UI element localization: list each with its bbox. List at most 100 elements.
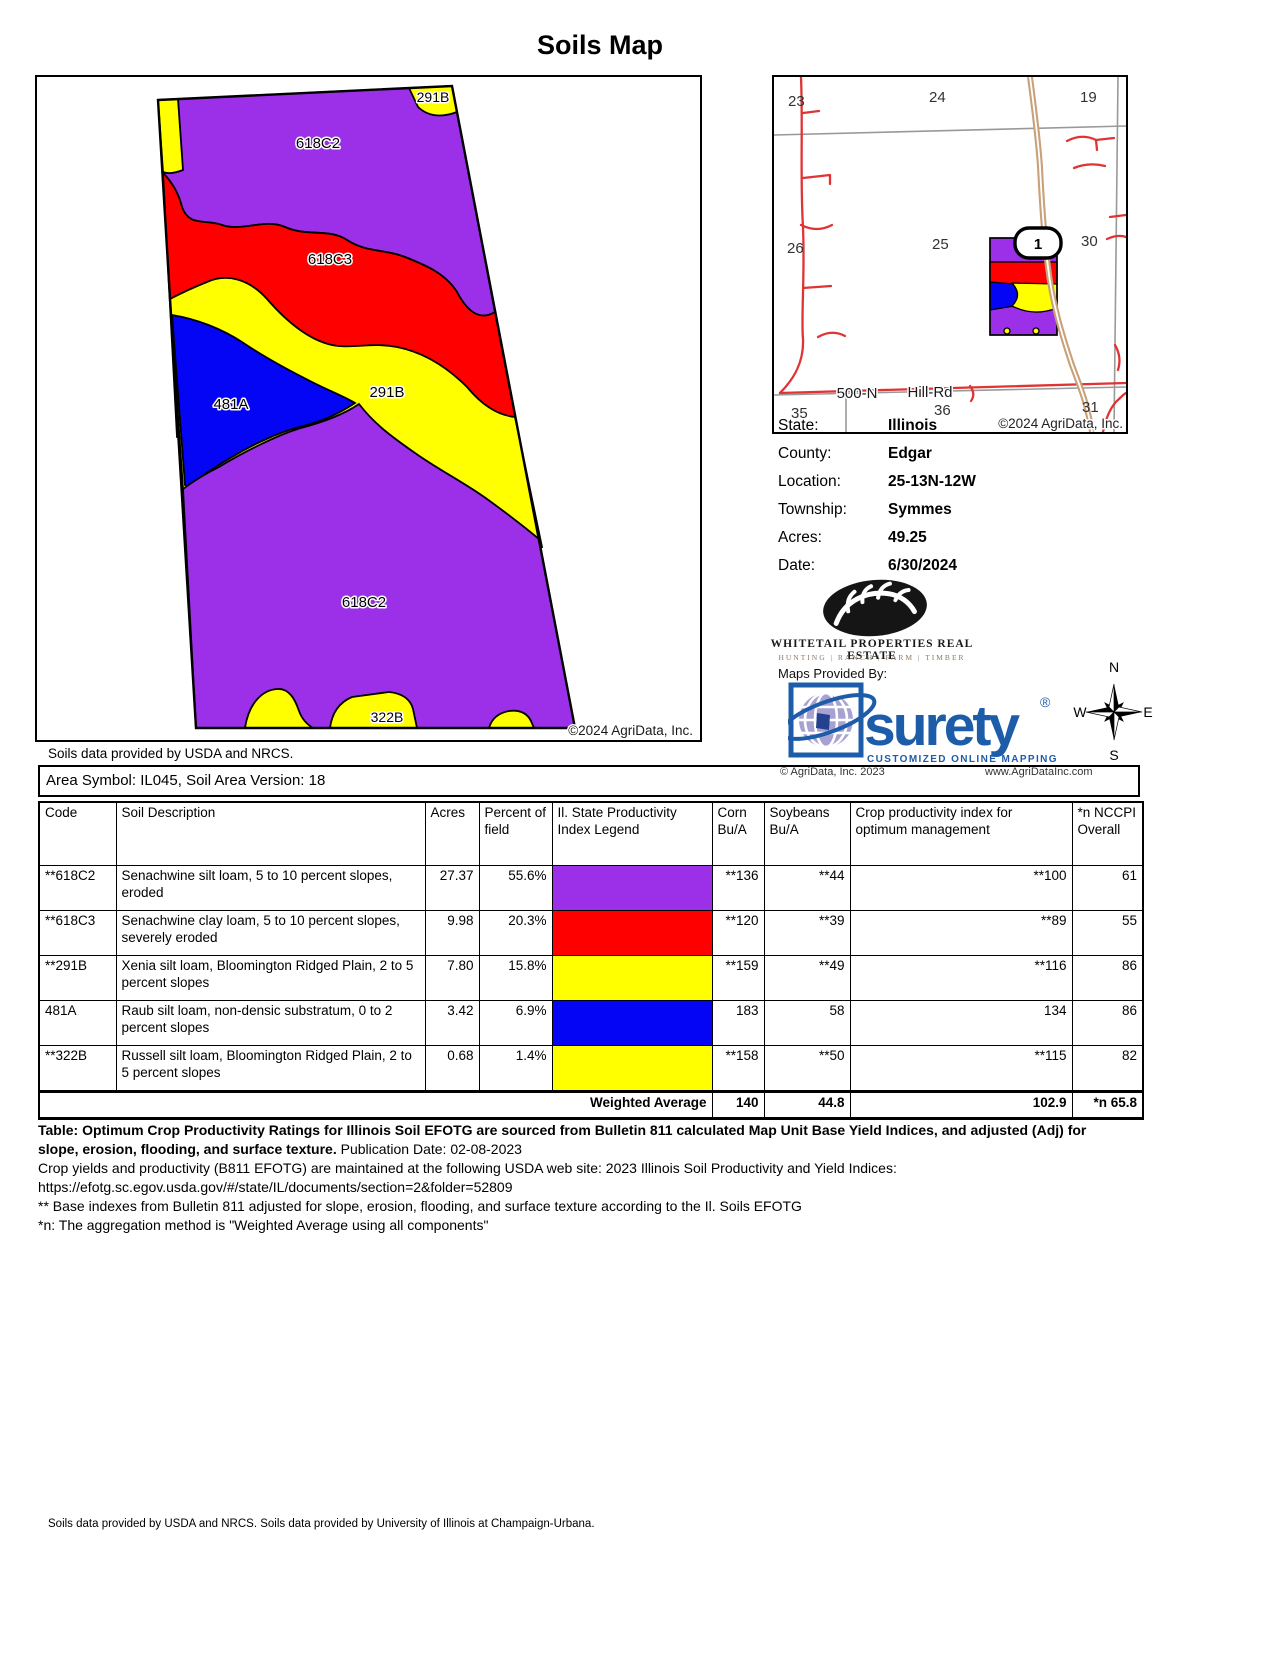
cell-code: **618C3	[38, 910, 117, 956]
cell-legend-swatch	[551, 910, 713, 956]
section-25: 25	[932, 236, 949, 253]
map-label-291b-mid: 291B	[369, 384, 404, 401]
compass-s-label: S	[1109, 747, 1118, 763]
cell-legend-swatch	[551, 1045, 713, 1092]
field-outline	[156, 84, 577, 730]
table-row: 481A Raub silt loam, non-densic substrat…	[38, 1000, 1144, 1046]
surety-logo: surety ® CUSTOMIZED ONLINE MAPPING	[788, 682, 1058, 765]
tan-road	[1027, 76, 1095, 433]
cell-percent: 15.8%	[478, 955, 553, 1001]
section-24: 24	[929, 89, 946, 106]
weighted-average-label: Weighted Average	[38, 1090, 713, 1119]
road-label-hill-rd: Hill-Rd	[908, 384, 953, 401]
cell-soybeans: 58	[763, 1000, 851, 1046]
info-row-acres: Acres: 49.25	[778, 524, 1108, 552]
cell-description: Russell silt loam, Bloomington Ridged Pl…	[115, 1045, 426, 1092]
table-row: **322B Russell silt loam, Bloomington Ri…	[38, 1045, 1144, 1092]
section-19: 19	[1080, 89, 1097, 106]
area-symbol-header: Area Symbol: IL045, Soil Area Version: 1…	[38, 765, 1140, 797]
compass-e-label: E	[1143, 704, 1152, 720]
weighted-cpi: 102.9	[849, 1090, 1073, 1119]
cell-soybeans: **44	[763, 865, 851, 911]
globe-swoosh	[788, 693, 877, 741]
section-35: 35	[791, 405, 808, 422]
soil-region-618c2-bottom	[182, 402, 577, 729]
cell-description: Senachwine clay loam, 5 to 10 percent sl…	[115, 910, 426, 956]
parcel-marker-badge: 1	[1013, 226, 1063, 260]
info-row-date: Date: 6/30/2024	[778, 552, 1108, 580]
section-36: 36	[934, 402, 951, 419]
cell-description: Senachwine silt loam, 5 to 10 percent sl…	[115, 865, 426, 911]
info-label: Township:	[778, 501, 847, 518]
compass-w-label: W	[1073, 704, 1087, 720]
cell-nccpi: 86	[1071, 1000, 1144, 1046]
col-header-acres: Acres	[424, 801, 480, 866]
cell-description: Raub silt loam, non-densic substratum, 0…	[115, 1000, 426, 1046]
locator-map-svg: 1 23 24 19 26 25 30 35 36 31 500-N Hill-…	[773, 75, 1128, 434]
col-header-corn: Corn Bu/A	[711, 801, 765, 866]
map-copyright: ©2024 AgriData, Inc.	[568, 723, 693, 738]
surety-wordmark: surety	[864, 694, 1020, 758]
whitetail-logo-name: Whitetail Properties Real Estate	[770, 638, 974, 662]
cell-corn: **159	[711, 955, 765, 1001]
cell-cpi: **116	[849, 955, 1073, 1001]
map-caption: Soils data provided by USDA and NRCS.	[48, 746, 294, 761]
col-header-nccpi: *n NCCPI Overall	[1071, 801, 1144, 866]
weighted-soybeans: 44.8	[763, 1090, 851, 1119]
info-value: Symmes	[888, 501, 952, 518]
table-notes: Table: Optimum Crop Productivity Ratings…	[38, 1121, 1123, 1235]
cell-nccpi: 86	[1071, 955, 1144, 1001]
map-label-618c3: 618C3	[308, 251, 352, 268]
cell-soybeans: **50	[763, 1045, 851, 1092]
map-label-481a: 481A	[213, 396, 248, 413]
weighted-nccpi: *n 65.8	[1071, 1090, 1144, 1119]
surety-copyright: © AgriData, Inc. 2023	[780, 766, 885, 778]
soil-patch-bottom-3	[487, 709, 536, 729]
cell-description: Xenia silt loam, Bloomington Ridged Plai…	[115, 955, 426, 1001]
cell-percent: 1.4%	[478, 1045, 553, 1092]
soil-patch-bottom-1	[243, 688, 317, 729]
locator-copyright: ©2024 AgriData, Inc.	[998, 416, 1123, 431]
cell-nccpi: 82	[1071, 1045, 1144, 1092]
info-row-state: State: Illinois	[778, 412, 1108, 440]
locator-map-panel: 1 23 24 19 26 25 30 35 36 31 500-N Hill-…	[772, 75, 1128, 434]
compass-n-label: N	[1109, 659, 1119, 675]
cell-legend-swatch	[551, 865, 713, 911]
soils-map-panel: 291B 618C2 618C3 481A 291B 618C2 322B ©2…	[35, 75, 702, 742]
map-label-618c2-top: 618C2	[296, 135, 340, 152]
note-table-source-bold: Table: Optimum Crop Productivity Ratings…	[38, 1122, 1087, 1157]
section-30: 30	[1081, 233, 1098, 250]
surety-tagline: CUSTOMIZED ONLINE MAPPING	[867, 754, 1058, 765]
cell-percent: 55.6%	[478, 865, 553, 911]
weighted-average-row: Weighted Average 140 44.8 102.9 *n 65.8	[38, 1090, 1144, 1119]
col-header-code: Code	[38, 801, 117, 866]
cell-percent: 20.3%	[478, 910, 553, 956]
cell-code: **618C2	[38, 865, 117, 911]
table-row: **618C2 Senachwine silt loam, 5 to 10 pe…	[38, 865, 1144, 911]
col-header-soybeans: Soybeans Bu/A	[763, 801, 851, 866]
cell-corn: 183	[711, 1000, 765, 1046]
whitetail-logo-icon	[823, 579, 927, 637]
info-value: Edgar	[888, 445, 932, 462]
map-label-618c2-bottom: 618C2	[342, 594, 386, 611]
section-numbers: 23 24 19 26 25 30 35 36 31	[787, 89, 1099, 422]
maps-provided-by-label: Maps Provided By:	[778, 666, 888, 681]
soil-region-481a	[171, 313, 357, 489]
cell-cpi: **115	[849, 1045, 1073, 1092]
table-row: **618C3 Senachwine clay loam, 5 to 10 pe…	[38, 910, 1144, 956]
info-label: Acres:	[778, 529, 822, 546]
info-row-township: Township: Symmes	[778, 496, 1108, 524]
surety-registered-mark: ®	[1040, 694, 1051, 710]
cell-corn: **120	[711, 910, 765, 956]
cell-acres: 27.37	[424, 865, 480, 911]
soil-patch-322b	[328, 691, 419, 729]
section-31: 31	[1082, 399, 1099, 416]
note-publication-date: Publication Date: 02-08-2023	[336, 1141, 522, 1157]
note-aggregation-method: *n: The aggregation method is "Weighted …	[38, 1217, 489, 1233]
table-row: **291B Xenia silt loam, Bloomington Ridg…	[38, 955, 1144, 1001]
cell-code: **322B	[38, 1045, 117, 1092]
note-crop-yields: Crop yields and productivity (B811 EFOTG…	[38, 1160, 897, 1176]
section-lines	[773, 76, 1127, 433]
cell-soybeans: **39	[763, 910, 851, 956]
section-26: 26	[787, 240, 804, 257]
